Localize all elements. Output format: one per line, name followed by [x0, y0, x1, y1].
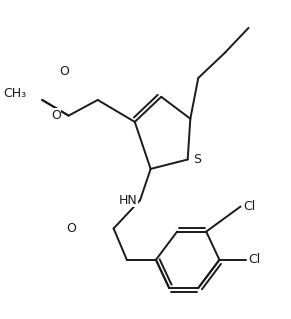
Text: Cl: Cl [243, 200, 255, 213]
Text: S: S [193, 153, 201, 166]
Text: O: O [67, 222, 77, 235]
Text: Cl: Cl [249, 253, 261, 266]
Text: HN: HN [119, 194, 137, 207]
Text: CH₃: CH₃ [3, 87, 26, 100]
Text: O: O [59, 65, 69, 78]
Text: O: O [51, 109, 61, 122]
